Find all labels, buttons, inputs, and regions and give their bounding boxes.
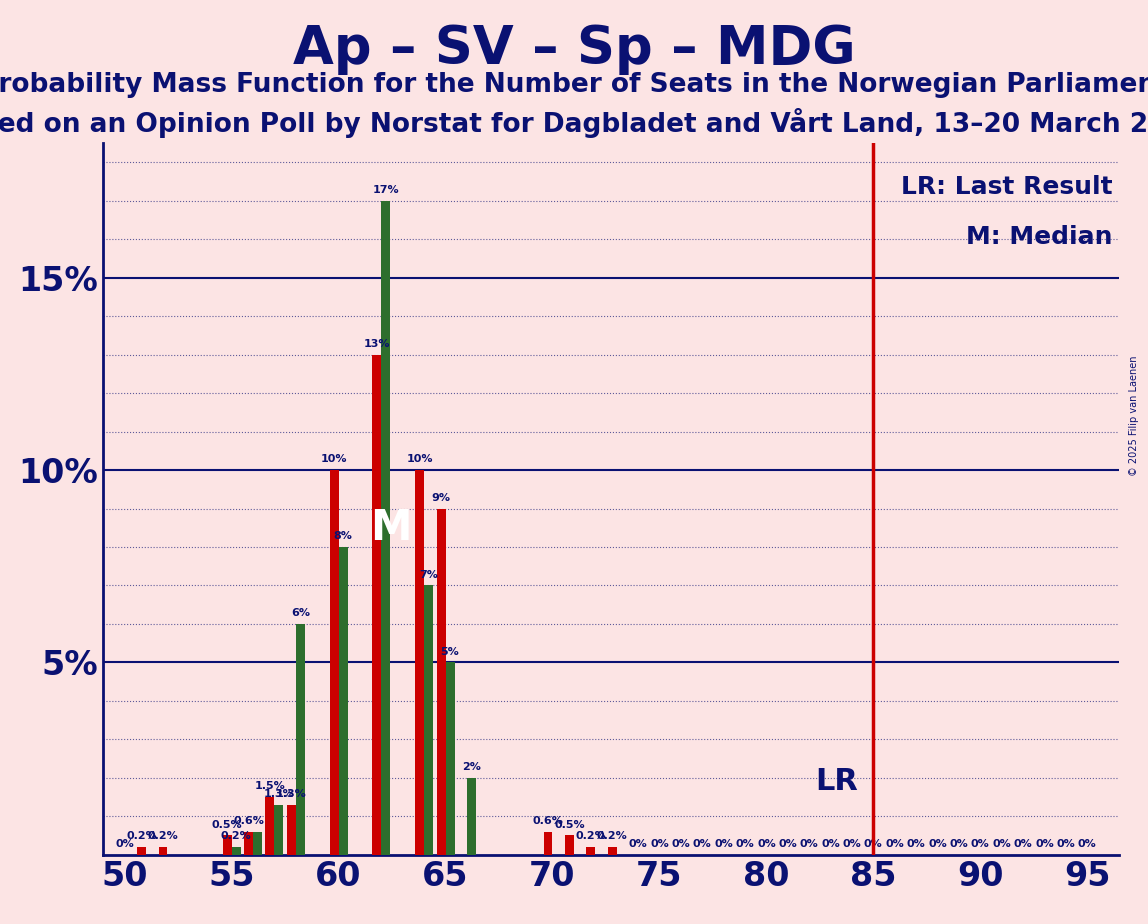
Text: 5%: 5% bbox=[441, 647, 459, 657]
Text: 0.2%: 0.2% bbox=[126, 832, 157, 841]
Text: © 2025 Filip van Laenen: © 2025 Filip van Laenen bbox=[1130, 356, 1139, 476]
Text: 0%: 0% bbox=[650, 839, 669, 849]
Text: 0%: 0% bbox=[885, 839, 905, 849]
Text: 0%: 0% bbox=[800, 839, 819, 849]
Text: 7%: 7% bbox=[419, 570, 439, 579]
Bar bbox=[543, 832, 552, 855]
Bar bbox=[245, 832, 253, 855]
Bar bbox=[253, 832, 262, 855]
Bar bbox=[372, 355, 381, 855]
Text: Ap – SV – Sp – MDG: Ap – SV – Sp – MDG bbox=[293, 23, 855, 75]
Text: 17%: 17% bbox=[373, 185, 400, 195]
Text: 0%: 0% bbox=[907, 839, 925, 849]
Bar bbox=[436, 508, 445, 855]
Text: 0%: 0% bbox=[1056, 839, 1076, 849]
Text: 0%: 0% bbox=[821, 839, 840, 849]
Bar bbox=[607, 847, 616, 855]
Bar bbox=[137, 847, 146, 855]
Text: LR: LR bbox=[815, 767, 859, 796]
Text: 0%: 0% bbox=[843, 839, 861, 849]
Bar bbox=[565, 835, 574, 855]
Text: 0%: 0% bbox=[778, 839, 797, 849]
Text: 0%: 0% bbox=[714, 839, 732, 849]
Text: M: M bbox=[371, 506, 412, 549]
Text: 2%: 2% bbox=[461, 762, 481, 772]
Bar bbox=[274, 805, 284, 855]
Text: 0%: 0% bbox=[629, 839, 647, 849]
Text: 1.3%: 1.3% bbox=[276, 789, 307, 799]
Text: 8%: 8% bbox=[334, 531, 352, 541]
Text: 0%: 0% bbox=[971, 839, 990, 849]
Text: 10%: 10% bbox=[406, 455, 433, 465]
Bar bbox=[296, 624, 305, 855]
Bar bbox=[445, 663, 455, 855]
Bar bbox=[416, 470, 424, 855]
Text: 6%: 6% bbox=[290, 608, 310, 618]
Text: 9%: 9% bbox=[432, 492, 450, 503]
Text: 0%: 0% bbox=[115, 839, 134, 849]
Bar bbox=[158, 847, 168, 855]
Text: 0%: 0% bbox=[757, 839, 776, 849]
Text: 0%: 0% bbox=[1014, 839, 1032, 849]
Text: 0%: 0% bbox=[992, 839, 1011, 849]
Text: 0%: 0% bbox=[672, 839, 690, 849]
Text: 1.5%: 1.5% bbox=[255, 782, 286, 791]
Text: 0%: 0% bbox=[1035, 839, 1054, 849]
Text: 0.2%: 0.2% bbox=[148, 832, 178, 841]
Text: 0.2%: 0.2% bbox=[597, 832, 628, 841]
Bar bbox=[467, 778, 476, 855]
Text: 0%: 0% bbox=[949, 839, 968, 849]
Bar bbox=[381, 201, 390, 855]
Text: 0%: 0% bbox=[736, 839, 754, 849]
Bar bbox=[232, 847, 241, 855]
Bar bbox=[424, 586, 433, 855]
Text: 0.6%: 0.6% bbox=[233, 816, 264, 826]
Text: 0%: 0% bbox=[1078, 839, 1096, 849]
Text: 0.5%: 0.5% bbox=[554, 820, 584, 830]
Text: 0%: 0% bbox=[928, 839, 947, 849]
Text: Based on an Opinion Poll by Norstat for Dagbladet and Vårt Land, 13–20 March 202: Based on an Opinion Poll by Norstat for … bbox=[0, 108, 1148, 138]
Text: 1.3%: 1.3% bbox=[264, 789, 294, 799]
Text: M: Median: M: Median bbox=[965, 225, 1112, 249]
Text: 13%: 13% bbox=[364, 339, 390, 349]
Text: 0.2%: 0.2% bbox=[220, 832, 251, 841]
Bar bbox=[223, 835, 232, 855]
Text: Probability Mass Function for the Number of Seats in the Norwegian Parliament: Probability Mass Function for the Number… bbox=[0, 72, 1148, 98]
Text: 10%: 10% bbox=[320, 455, 348, 465]
Text: 0.2%: 0.2% bbox=[575, 832, 606, 841]
Text: 0%: 0% bbox=[864, 839, 883, 849]
Text: 0.5%: 0.5% bbox=[212, 820, 242, 830]
Bar bbox=[265, 797, 274, 855]
Text: LR: Last Result: LR: Last Result bbox=[900, 176, 1112, 200]
Bar bbox=[339, 547, 348, 855]
Text: 0%: 0% bbox=[693, 839, 712, 849]
Bar bbox=[329, 470, 339, 855]
Bar bbox=[287, 805, 296, 855]
Text: 0.6%: 0.6% bbox=[533, 816, 564, 826]
Bar bbox=[587, 847, 596, 855]
